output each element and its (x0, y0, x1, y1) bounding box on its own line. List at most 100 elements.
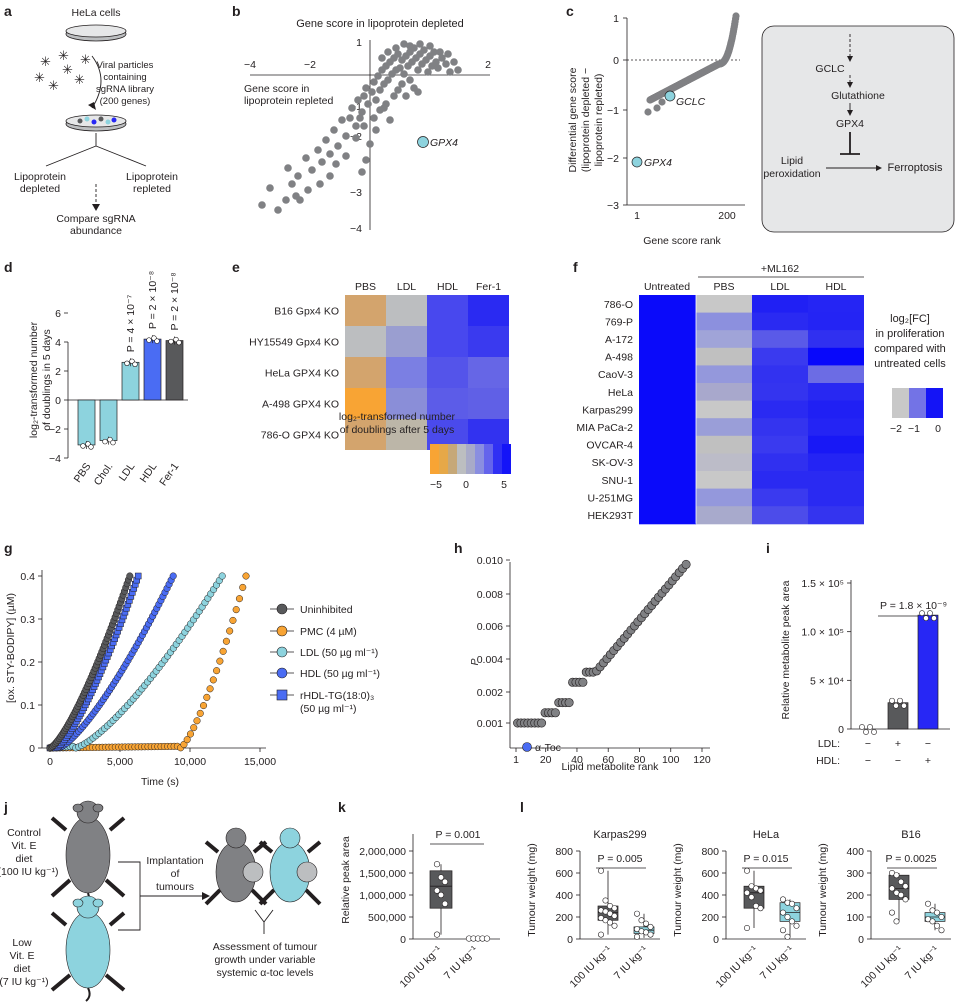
h-xtick-label: 120 (693, 754, 711, 766)
f-row-label: OVCAR-4 (586, 440, 633, 452)
i-hdl-sign: − (895, 755, 901, 767)
c-gclc-point (664, 90, 676, 102)
g-ytick-label: 0.3 (20, 614, 35, 626)
l-point (938, 927, 945, 934)
i-ytick-label: 0 (838, 724, 844, 736)
b-point (442, 60, 450, 68)
d-bar (77, 399, 96, 446)
i-point (871, 729, 877, 735)
l-point (784, 933, 791, 940)
l-ytick-label: 600 (555, 868, 573, 880)
f-cell (696, 435, 752, 454)
b-point (370, 78, 378, 86)
l-xlabel: 100 IU kg⁻¹ (567, 943, 614, 990)
j-implant-1: Implantation (146, 855, 203, 867)
g-xtick-label: 0 (47, 756, 53, 768)
e-cell (345, 419, 386, 450)
e-legend-swatch (457, 444, 466, 474)
f-cell (639, 418, 696, 437)
h-atoc-point (522, 742, 532, 752)
f-legend-2: in proliferation (875, 328, 944, 340)
l-point (902, 883, 909, 890)
f-header: +ML162 (761, 263, 799, 275)
f-cell (696, 488, 752, 507)
f-cell (808, 400, 864, 419)
viral-line2: containing (103, 72, 146, 83)
d-pval: P = 4 × 10⁻⁷ (125, 294, 137, 352)
f-row-label: Karpas299 (582, 404, 633, 416)
f-cell (752, 347, 808, 366)
i-point (901, 702, 907, 709)
f-cell (696, 347, 752, 366)
d-point (132, 361, 138, 367)
b-point (438, 54, 446, 62)
i-point (897, 697, 903, 704)
svg-text:✳: ✳ (48, 78, 59, 93)
b-xlabel-1: Gene score in (244, 83, 310, 95)
l-point (933, 922, 940, 929)
b-ytick-1: 1 (356, 37, 362, 49)
f-cell (696, 506, 752, 525)
b-point (258, 201, 266, 209)
h-ytick-label: 0.002 (477, 687, 503, 699)
j-control-2: Vit. E (12, 840, 37, 852)
b-point (360, 92, 368, 100)
k-point (441, 900, 449, 907)
e-row-label: 786-O GPX4 KO (261, 430, 339, 442)
g-point-pmc (239, 583, 247, 591)
b-ytick-5: −4 (350, 223, 362, 235)
f-col-label: HDL (825, 281, 846, 293)
g-point-pmc (206, 685, 214, 693)
e-row-label: B16 Gpx4 KO (274, 306, 339, 318)
l-ylabel: Tumour weight (mg) (817, 843, 829, 937)
b-point (406, 42, 414, 50)
f-row-label: A-498 (605, 352, 633, 364)
l-point (633, 933, 640, 940)
d-ylabel-1: log₂-transformed number (28, 321, 40, 438)
d-point (88, 444, 94, 450)
i-ldl-sign: − (925, 738, 931, 750)
l-point (597, 931, 604, 938)
l-title: B16 (901, 829, 921, 841)
f-cell (752, 365, 808, 384)
e-legend-swatch (502, 444, 511, 474)
l-point (748, 894, 755, 901)
b-point (386, 116, 394, 124)
l-point (757, 887, 764, 894)
g-legend-marker (276, 625, 288, 637)
g-point-pmc (203, 693, 211, 701)
b-point (356, 114, 364, 122)
b-point (376, 86, 384, 94)
l-point (779, 909, 786, 916)
e-legend-1: log₂-transformed number (339, 411, 456, 423)
b-point (332, 160, 340, 168)
l-point (611, 905, 618, 912)
e-legend-swatch (448, 444, 457, 474)
b-point (318, 158, 326, 166)
g-point-ldl (218, 572, 226, 580)
b-point (348, 104, 356, 112)
l-xlabel: 100 IU kg⁻¹ (858, 943, 905, 990)
g-legend-marker (276, 689, 288, 701)
f-cell (808, 295, 864, 314)
j-low-3: diet (14, 963, 31, 975)
j-low-4: (7 IU kg⁻¹) (0, 976, 49, 988)
f-cell (808, 312, 864, 331)
panel-e: e PBS LDL HDL Fer-1 B16 Gpx4 KO HY15549 Gpx4 … (232, 259, 511, 491)
f-row-label: SK-OV-3 (592, 457, 634, 469)
f-row-label: HeLa (608, 387, 633, 399)
g-point-pmc (183, 736, 191, 744)
b-point (380, 104, 388, 112)
l-ytick-label: 0 (858, 934, 864, 946)
l-point (743, 867, 750, 874)
panel-d: d log₂-transformed number of doublings i… (4, 259, 188, 488)
g-ytick-label: 0.2 (20, 657, 35, 669)
b-point (284, 164, 292, 172)
d-point (124, 360, 130, 366)
h-ytick-label: 0.004 (477, 654, 503, 666)
e-cell (427, 388, 468, 419)
i-point (919, 610, 925, 617)
b-point (354, 96, 362, 104)
i-point (863, 729, 869, 735)
f-cell (696, 365, 752, 384)
